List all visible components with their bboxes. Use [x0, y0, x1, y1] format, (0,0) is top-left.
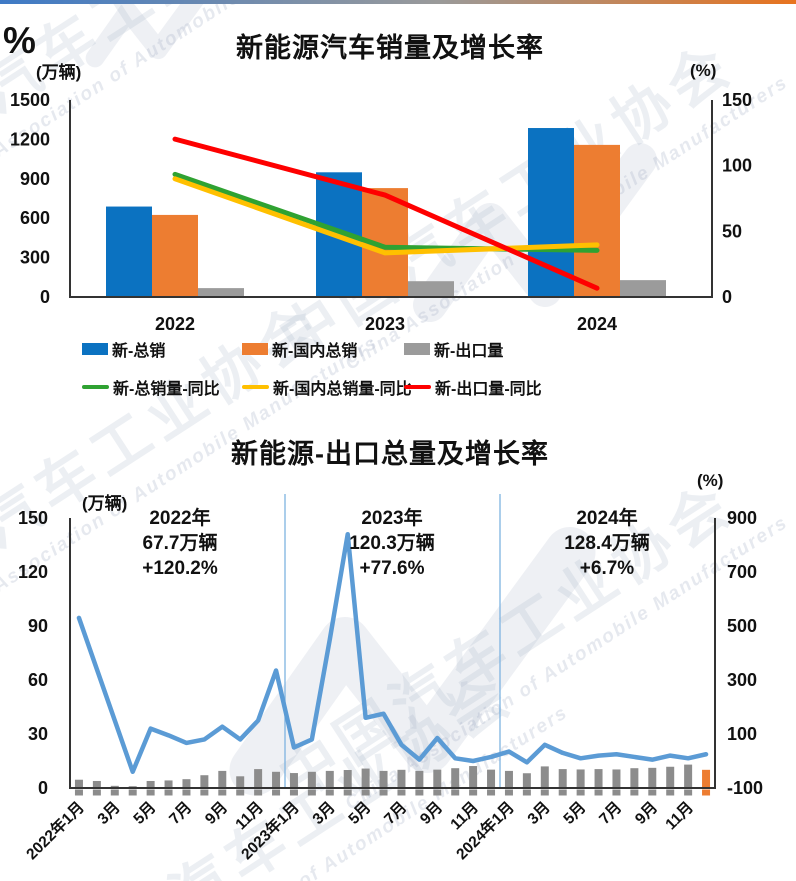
svg-text:-100: -100 — [727, 778, 763, 798]
annotation-2022-growth: +120.2% — [142, 558, 218, 580]
annotation-2024: 2024年 128.4万辆 +6.7% — [517, 506, 697, 581]
svg-text:50: 50 — [722, 221, 742, 241]
svg-text:300: 300 — [727, 670, 757, 690]
svg-text:150: 150 — [722, 90, 752, 110]
svg-text:1200: 1200 — [10, 129, 50, 149]
legend-item-export-yoy: 新-出口量-同比 — [404, 378, 542, 398]
svg-text:2023: 2023 — [365, 314, 405, 334]
svg-text:0: 0 — [722, 287, 732, 307]
svg-text:700: 700 — [727, 562, 757, 582]
svg-text:0: 0 — [40, 287, 50, 307]
svg-text:60: 60 — [28, 670, 48, 690]
svg-text:5月: 5月 — [130, 798, 160, 828]
svg-text:150: 150 — [18, 508, 48, 528]
annotation-2023-growth: +77.6% — [359, 558, 425, 580]
svg-text:11月: 11月 — [662, 798, 697, 833]
svg-text:7月: 7月 — [595, 798, 625, 828]
legend-item-export-volume: 新-出口量 — [404, 340, 504, 360]
legend-item-total-sales: 新-总销 — [82, 340, 166, 360]
svg-text:9月: 9月 — [416, 798, 446, 828]
legend-swatch-total-sales — [82, 343, 108, 355]
legend-label-total-sales: 新-总销 — [112, 343, 166, 360]
legend-label-domestic-sales: 新-国内总销 — [272, 343, 358, 360]
legend-item-domestic-yoy: 新-国内总销量-同比 — [242, 378, 412, 398]
legend-swatch-export-yoy — [404, 384, 431, 390]
corner-percent-label: % — [3, 20, 36, 61]
svg-text:120: 120 — [18, 562, 48, 582]
bottom-chart-left-unit-label: (万辆) — [82, 494, 128, 513]
svg-text:900: 900 — [20, 169, 50, 189]
top-chart-title: 新能源汽车销量及增长率 — [236, 33, 544, 63]
annotation-2022: 2022年 67.7万辆 +120.2% — [90, 506, 270, 581]
bottom-chart-title: 新能源-出口总量及增长率 — [231, 439, 549, 469]
legend-swatch-total-yoy — [82, 384, 109, 390]
svg-text:7月: 7月 — [165, 798, 195, 828]
legend-swatch-domestic-yoy — [242, 384, 269, 390]
bottom-chart-right-unit-label: (%) — [697, 471, 724, 490]
annotation-2023-volume: 120.3万辆 — [349, 533, 435, 555]
top-chart-right-unit-label: (%) — [690, 61, 717, 80]
svg-text:500: 500 — [727, 616, 757, 636]
svg-text:100: 100 — [727, 724, 757, 744]
legend-item-total-yoy: 新-总销量-同比 — [82, 378, 220, 398]
svg-text:9月: 9月 — [631, 798, 661, 828]
svg-text:900: 900 — [727, 508, 757, 528]
svg-text:100: 100 — [722, 156, 752, 176]
annotation-2022-year: 2022年 — [149, 508, 211, 529]
svg-text:3月: 3月 — [309, 798, 339, 828]
svg-text:1500: 1500 — [10, 90, 50, 110]
legend-label-domestic-yoy: 新-国内总销量-同比 — [273, 381, 412, 398]
legend-label-export-yoy: 新-出口量-同比 — [435, 381, 542, 398]
svg-text:90: 90 — [28, 616, 48, 636]
legend-label-total-yoy: 新-总销量-同比 — [113, 381, 220, 398]
legend-swatch-export-volume — [404, 343, 430, 355]
annotation-2024-year: 2024年 — [576, 508, 638, 529]
annotation-2022-volume: 67.7万辆 — [142, 533, 218, 555]
svg-text:5月: 5月 — [345, 798, 375, 828]
svg-text:9月: 9月 — [201, 798, 231, 828]
legend-label-export-volume: 新-出口量 — [434, 343, 504, 360]
annotation-2024-growth: +6.7% — [579, 558, 635, 580]
annotation-2023: 2023年 120.3万辆 +77.6% — [302, 506, 482, 581]
annotation-2023-year: 2023年 — [361, 508, 423, 529]
svg-text:600: 600 — [20, 208, 50, 228]
svg-text:7月: 7月 — [380, 798, 410, 828]
svg-text:2022: 2022 — [155, 314, 195, 334]
svg-text:300: 300 — [20, 248, 50, 268]
svg-text:0: 0 — [38, 778, 48, 798]
svg-text:2024: 2024 — [577, 314, 617, 334]
top-chart-left-unit-label: (万辆) — [36, 63, 82, 82]
annotation-2024-volume: 128.4万辆 — [564, 533, 650, 555]
svg-text:3月: 3月 — [94, 798, 124, 828]
svg-text:3月: 3月 — [524, 798, 554, 828]
svg-text:30: 30 — [28, 724, 48, 744]
legend-item-domestic-sales: 新-国内总销 — [242, 340, 358, 360]
svg-text:5月: 5月 — [560, 798, 590, 828]
svg-text:2022年1月: 2022年1月 — [22, 797, 88, 863]
legend-swatch-domestic-sales — [242, 343, 268, 355]
header-gradient-bar — [0, 0, 796, 4]
